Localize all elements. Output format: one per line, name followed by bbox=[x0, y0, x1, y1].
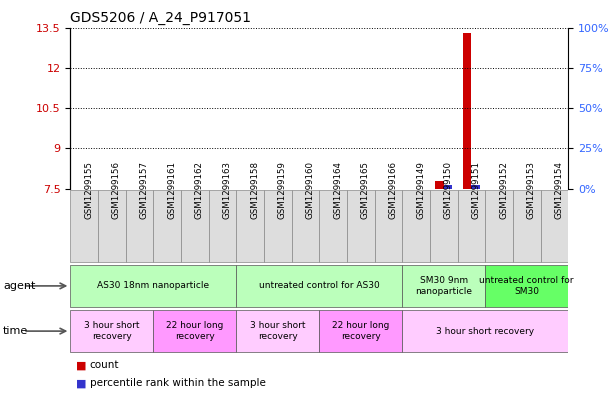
Text: GSM1299149: GSM1299149 bbox=[416, 161, 425, 219]
FancyBboxPatch shape bbox=[320, 190, 347, 262]
FancyBboxPatch shape bbox=[485, 190, 513, 262]
Text: GSM1299150: GSM1299150 bbox=[444, 161, 453, 219]
Text: GSM1299164: GSM1299164 bbox=[333, 161, 342, 219]
Text: count: count bbox=[90, 360, 119, 371]
FancyBboxPatch shape bbox=[70, 310, 153, 352]
Text: time: time bbox=[3, 326, 28, 336]
FancyBboxPatch shape bbox=[126, 190, 153, 262]
FancyBboxPatch shape bbox=[458, 190, 485, 262]
Text: 22 hour long
recovery: 22 hour long recovery bbox=[166, 321, 224, 341]
Text: agent: agent bbox=[3, 281, 35, 291]
Text: GDS5206 / A_24_P917051: GDS5206 / A_24_P917051 bbox=[70, 11, 251, 25]
Text: untreated control for AS30: untreated control for AS30 bbox=[259, 281, 379, 290]
FancyBboxPatch shape bbox=[513, 190, 541, 262]
Text: 3 hour short
recovery: 3 hour short recovery bbox=[84, 321, 139, 341]
FancyBboxPatch shape bbox=[347, 190, 375, 262]
FancyBboxPatch shape bbox=[70, 190, 98, 262]
Text: percentile rank within the sample: percentile rank within the sample bbox=[90, 378, 266, 388]
FancyBboxPatch shape bbox=[375, 190, 402, 262]
FancyBboxPatch shape bbox=[291, 190, 320, 262]
Text: AS30 18nm nanoparticle: AS30 18nm nanoparticle bbox=[97, 281, 210, 290]
Text: GSM1299161: GSM1299161 bbox=[167, 161, 176, 219]
FancyBboxPatch shape bbox=[153, 310, 236, 352]
FancyBboxPatch shape bbox=[236, 265, 402, 307]
Text: GSM1299159: GSM1299159 bbox=[278, 161, 287, 219]
Text: GSM1299156: GSM1299156 bbox=[112, 161, 121, 219]
FancyBboxPatch shape bbox=[430, 190, 458, 262]
Text: 3 hour short recovery: 3 hour short recovery bbox=[436, 327, 534, 336]
Text: GSM1299158: GSM1299158 bbox=[250, 161, 259, 219]
Bar bbox=[472, 185, 480, 189]
FancyBboxPatch shape bbox=[402, 310, 568, 352]
Text: GSM1299157: GSM1299157 bbox=[139, 161, 148, 219]
FancyBboxPatch shape bbox=[236, 310, 320, 352]
FancyBboxPatch shape bbox=[541, 190, 568, 262]
FancyBboxPatch shape bbox=[153, 190, 181, 262]
Bar bbox=[444, 185, 452, 189]
FancyBboxPatch shape bbox=[236, 190, 264, 262]
Text: GSM1299162: GSM1299162 bbox=[195, 161, 203, 219]
Text: 3 hour short
recovery: 3 hour short recovery bbox=[250, 321, 306, 341]
Text: ■: ■ bbox=[76, 378, 87, 388]
FancyBboxPatch shape bbox=[98, 190, 126, 262]
Bar bbox=[436, 181, 444, 189]
Text: GSM1299166: GSM1299166 bbox=[389, 161, 397, 219]
Text: 22 hour long
recovery: 22 hour long recovery bbox=[332, 321, 389, 341]
Text: untreated control for
SM30: untreated control for SM30 bbox=[480, 276, 574, 296]
FancyBboxPatch shape bbox=[320, 310, 402, 352]
Text: GSM1299153: GSM1299153 bbox=[527, 161, 536, 219]
Text: GSM1299160: GSM1299160 bbox=[306, 161, 315, 219]
Text: ■: ■ bbox=[76, 360, 87, 371]
FancyBboxPatch shape bbox=[402, 265, 485, 307]
Text: GSM1299165: GSM1299165 bbox=[360, 161, 370, 219]
FancyBboxPatch shape bbox=[402, 190, 430, 262]
Text: SM30 9nm
nanoparticle: SM30 9nm nanoparticle bbox=[415, 276, 472, 296]
FancyBboxPatch shape bbox=[70, 265, 236, 307]
FancyBboxPatch shape bbox=[181, 190, 208, 262]
Text: GSM1299152: GSM1299152 bbox=[499, 161, 508, 219]
FancyBboxPatch shape bbox=[264, 190, 291, 262]
Text: GSM1299163: GSM1299163 bbox=[222, 161, 232, 219]
Bar bbox=[463, 33, 472, 189]
Text: GSM1299155: GSM1299155 bbox=[84, 161, 93, 219]
Text: GSM1299154: GSM1299154 bbox=[554, 161, 563, 219]
FancyBboxPatch shape bbox=[208, 190, 236, 262]
Text: GSM1299151: GSM1299151 bbox=[472, 161, 480, 219]
FancyBboxPatch shape bbox=[485, 265, 568, 307]
